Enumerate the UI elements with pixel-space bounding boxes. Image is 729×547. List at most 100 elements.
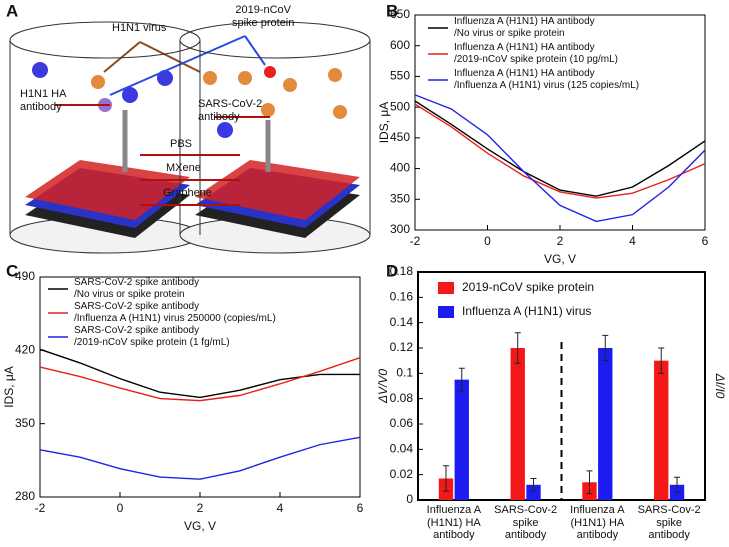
y-tick-label: 0.04 — [390, 442, 414, 456]
diagram-art — [9, 21, 371, 254]
series-line — [39, 436, 361, 480]
x-tick-label: 6 — [357, 501, 364, 515]
y-tick-label: 600 — [390, 38, 410, 52]
virus — [238, 71, 252, 85]
legend-label: Influenza A (H1N1) virus — [462, 304, 591, 318]
diagram-label: PBS — [170, 138, 193, 150]
bar — [454, 379, 469, 500]
legend-label: Influenza A (H1N1) HA antibody /No virus… — [454, 16, 595, 39]
panel-label: C — [6, 261, 18, 280]
y-tick-label: 550 — [390, 69, 410, 83]
y-tick-label: 400 — [390, 161, 410, 175]
y-tick-label: 0.14 — [390, 315, 414, 329]
virus — [328, 68, 342, 82]
protein — [217, 122, 233, 138]
legend-swatch — [438, 282, 454, 294]
y-tick-label: 0 — [406, 492, 413, 506]
series-line — [39, 357, 361, 402]
x-tick-label: -2 — [410, 234, 421, 248]
y-axis-label: IDS, μA — [377, 102, 391, 144]
legend-label: SARS-CoV-2 spike antibody /2019-nCoV spi… — [74, 325, 230, 348]
error-bar — [602, 334, 609, 362]
bar — [598, 348, 613, 500]
y-tick-label: 450 — [390, 130, 410, 144]
legend-label: SARS-CoV-2 spike antibody /Influenza A (… — [74, 301, 276, 324]
y-tick-label: 500 — [390, 99, 410, 113]
virus — [203, 71, 217, 85]
virus — [333, 105, 347, 119]
x-tick-label: Influenza A (H1N1) HA antibody — [570, 504, 625, 541]
diagram-label: MXene — [166, 162, 201, 174]
y-tick-label: 0.08 — [390, 391, 414, 405]
diagram-label: H1N1 virus — [112, 22, 167, 34]
x-tick-label: 0 — [117, 501, 124, 515]
bar — [526, 484, 541, 500]
error-bar — [674, 476, 681, 493]
y-axis-label: ΔV/V0 — [376, 369, 390, 404]
series-line — [414, 100, 706, 197]
x-tick-label: SARS-Cov-2 spike antibody — [494, 504, 558, 541]
y-tick-label: 350 — [15, 416, 35, 430]
x-tick-label: 2 — [557, 234, 564, 248]
protein — [32, 62, 48, 78]
y-tick-label: 300 — [390, 222, 410, 236]
error-bar — [586, 470, 593, 495]
bar — [510, 348, 525, 500]
x-tick-label: Influenza A (H1N1) HA antibody — [426, 504, 482, 541]
y-tick-label: 650 — [390, 7, 410, 21]
legend-label: SARS-CoV-2 spike antibody /No virus or s… — [74, 277, 200, 300]
y-tick-label: 0.18 — [390, 264, 414, 278]
arrow — [103, 41, 141, 73]
x-tick-label: SARS-Cov-2 spike antibody — [637, 504, 701, 541]
y-axis-label: IDS, μA — [2, 366, 16, 408]
y-tick-label: 490 — [15, 269, 35, 283]
spike — [264, 66, 276, 78]
panel-label: A — [6, 1, 18, 20]
legend-label: 2019-nCoV spike protein — [462, 280, 594, 294]
y-tick-label: 0.12 — [390, 340, 414, 354]
x-tick-label: 4 — [629, 234, 636, 248]
error-bar — [658, 347, 665, 374]
virus — [91, 75, 105, 89]
virus — [261, 103, 275, 117]
x-axis-label: VG, V — [544, 252, 576, 266]
bar — [654, 360, 669, 500]
y-tick-label: 0.02 — [390, 467, 414, 481]
diagram-label: 2019-nCoV spike protein — [232, 4, 295, 29]
series-line — [414, 103, 706, 199]
error-bar — [442, 465, 449, 492]
x-tick-label: 4 — [277, 501, 284, 515]
diagram-label: SARS-CoV-2 antibody — [198, 98, 263, 123]
y-tick-label: 0.06 — [390, 416, 414, 430]
error-bar — [458, 367, 465, 392]
y-tick-label: 280 — [15, 489, 35, 503]
diagram-label: Graphene — [163, 187, 212, 199]
arrow — [244, 35, 266, 66]
y-tick-label: 350 — [390, 191, 410, 205]
protein — [157, 70, 173, 86]
dish-top — [9, 21, 201, 59]
error-bar — [514, 332, 521, 364]
virus — [283, 78, 297, 92]
legend-label: Influenza A (H1N1) HA antibody /2019-nCo… — [454, 42, 618, 65]
x-tick-label: 0 — [484, 234, 491, 248]
x-axis-label: VG, V — [184, 519, 216, 533]
y2-axis-label: ΔI/I0 — [713, 373, 727, 399]
error-bar — [530, 477, 537, 492]
y-tick-label: 420 — [15, 343, 35, 357]
arrow — [139, 41, 201, 73]
legend-swatch — [438, 306, 454, 318]
series-line — [414, 94, 706, 223]
panel-label: D — [386, 261, 398, 280]
y-tick-label: 0.1 — [396, 366, 413, 380]
x-tick-label: 2 — [197, 501, 204, 515]
x-tick-label: -2 — [35, 501, 46, 515]
arrow — [109, 35, 246, 96]
x-tick-label: 6 — [702, 234, 709, 248]
protein — [122, 87, 138, 103]
diagram-label: H1N1 HA antibody — [20, 88, 67, 113]
y-tick-label: 0.16 — [390, 290, 414, 304]
legend-label: Influenza A (H1N1) HA antibody /Influenz… — [454, 68, 640, 91]
